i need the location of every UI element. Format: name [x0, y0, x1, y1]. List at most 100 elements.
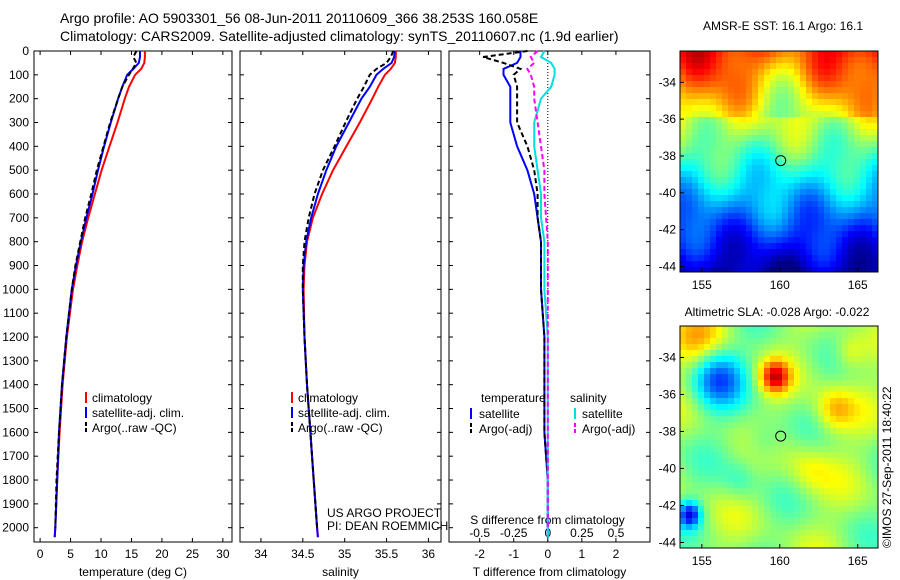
heatmap-cell [866, 195, 873, 202]
heatmap-cell [770, 207, 777, 214]
heatmap-cell [734, 267, 741, 273]
heatmap-cell [680, 165, 687, 172]
heatmap-cell [698, 207, 705, 214]
heatmap-cell [710, 332, 717, 339]
heatmap-cell [704, 231, 711, 238]
heatmap-cell [716, 524, 723, 531]
heatmap-cell [812, 500, 819, 507]
heatmap-cell [824, 422, 831, 429]
depth-tick-label: 0 [22, 44, 29, 58]
depth-tick-label: 100 [9, 68, 29, 82]
heatmap-cell [818, 356, 825, 363]
x-tick-label: 35 [338, 547, 352, 561]
heatmap-cell [716, 380, 723, 387]
heatmap-cell [764, 237, 771, 244]
series-line [482, 50, 549, 528]
heatmap-cell [686, 261, 693, 268]
heatmap-cell [812, 123, 819, 130]
heatmap-cell [788, 530, 795, 537]
x-tick-label: 2 [613, 547, 620, 561]
heatmap-cell [854, 249, 861, 256]
heatmap-cell [782, 458, 789, 465]
heatmap-cell [782, 201, 789, 208]
heatmap-cell [752, 183, 759, 190]
heatmap-cell [740, 183, 747, 190]
heatmap-cell [716, 398, 723, 405]
heatmap-cell [686, 105, 693, 112]
heatmap-cell [746, 488, 753, 495]
heatmap-cell [848, 356, 855, 363]
heatmap-cell [746, 141, 753, 148]
heatmap-cell [830, 410, 837, 417]
heatmap-cell [788, 99, 795, 106]
heatmap-cell [716, 249, 723, 256]
heatmap-cell [680, 207, 687, 214]
heatmap-cell [860, 518, 867, 525]
heatmap-cell [866, 177, 873, 184]
heatmap-cell [788, 129, 795, 136]
heatmap-cell [734, 63, 741, 70]
heatmap-cell [770, 530, 777, 537]
heatmap-cell [818, 410, 825, 417]
heatmap-cell [680, 195, 687, 202]
heatmap-cell [806, 99, 813, 106]
heatmap-cell [692, 374, 699, 381]
heatmap-cell [680, 231, 687, 238]
heatmap-cell [728, 207, 735, 214]
heatmap-cell [770, 374, 777, 381]
heatmap-cell [698, 129, 705, 136]
heatmap-cell [692, 87, 699, 94]
heatmap-cell [872, 213, 879, 220]
heatmap-cell [800, 201, 807, 208]
heatmap-cell [776, 476, 783, 483]
heatmap-cell [776, 237, 783, 244]
heatmap-cell [710, 177, 717, 184]
heatmap-cell [746, 458, 753, 465]
heatmap-cell [788, 189, 795, 196]
heatmap-cell [686, 392, 693, 399]
heatmap-cell [866, 458, 873, 465]
heatmap-cell [818, 428, 825, 435]
heatmap-cell [746, 147, 753, 154]
heatmap-cell [860, 440, 867, 447]
heatmap-cell [860, 410, 867, 417]
heatmap-cell [842, 386, 849, 393]
heatmap-cell [812, 207, 819, 214]
heatmap-cell [842, 428, 849, 435]
heatmap-cell [704, 93, 711, 100]
heatmap-cell [794, 434, 801, 441]
heatmap-cell [686, 488, 693, 495]
heatmap-cell [830, 201, 837, 208]
heatmap-cell [764, 249, 771, 256]
heatmap-cell [716, 356, 723, 363]
heatmap-cell [842, 518, 849, 525]
heatmap-cell [806, 129, 813, 136]
heatmap-cell [782, 518, 789, 525]
heatmap-cell [692, 350, 699, 357]
heatmap-cell [722, 153, 729, 160]
heatmap-cell [752, 434, 759, 441]
depth-tick-label: 1100 [3, 306, 29, 320]
heatmap-cell [740, 237, 747, 244]
heatmap-cell [746, 464, 753, 471]
heatmap-cell [752, 159, 759, 166]
heatmap-cell [806, 69, 813, 76]
heatmap-cell [848, 422, 855, 429]
heatmap-cell [728, 69, 735, 76]
heatmap-cell [812, 129, 819, 136]
heatmap-cell [848, 195, 855, 202]
heatmap-cell [872, 87, 879, 94]
heatmap-cell [692, 255, 699, 262]
legend-label: Argo(..raw -QC) [92, 421, 177, 435]
heatmap-cell [686, 213, 693, 220]
heatmap-cell [794, 410, 801, 417]
heatmap-cell [758, 51, 765, 58]
heatmap-cell [854, 105, 861, 112]
heatmap-cell [764, 75, 771, 82]
heatmap-cell [842, 458, 849, 465]
heatmap-cell [758, 219, 765, 226]
heatmap-cell [710, 446, 717, 453]
heatmap-cell [722, 524, 729, 531]
heatmap-cell [812, 81, 819, 88]
heatmap-cell [848, 518, 855, 525]
